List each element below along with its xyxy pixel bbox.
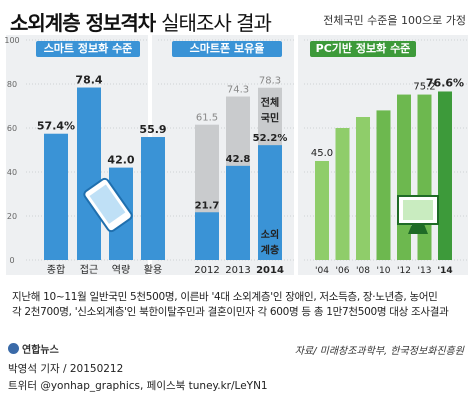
bar-value-label: 75.2 [413, 82, 435, 93]
bar-value-label-disadvantaged: 52.2% [253, 133, 288, 144]
bar-value-label: 76.6% [426, 76, 464, 89]
x-category-label: '12 [397, 266, 411, 276]
x-category-label: '04 [315, 266, 329, 276]
bar-pc-info [376, 110, 391, 261]
assumption-note: 전체국민 수준을 100으로 가정 [323, 14, 466, 27]
x-category-label: '06 [336, 266, 350, 276]
bar-disadvantaged [226, 165, 250, 260]
y-tick-label: 100 [4, 36, 19, 45]
y-tick-label: 0 [9, 256, 14, 265]
footnote-line-2: 각 2천700명, '신소외계층'인 북한이탈주민과 결혼이민자 각 600명 … [12, 306, 449, 318]
x-category-label: 접근 [80, 264, 98, 276]
bar-value-label: 57.4% [37, 120, 75, 133]
bar-pc-info [335, 128, 350, 260]
chart-title: 소외계층 정보격차 실태조사 결과 [10, 7, 272, 36]
x-category-label: '13 [418, 266, 432, 276]
bar-pc-info [315, 161, 329, 260]
title-sub: 실태조사 결과 [161, 11, 272, 35]
bar-pc-info [438, 91, 452, 260]
logo: 연합뉴스 [8, 341, 59, 356]
bar-pc-info [356, 117, 370, 260]
series-label-total: 국민 [261, 111, 279, 124]
x-category-label: 2014 [256, 265, 284, 276]
panel-header-smartphone: 스마트폰 보유율 [172, 41, 282, 57]
bar-value-label-disadvantaged: 42.8 [226, 154, 251, 165]
monitor-icon [397, 195, 439, 234]
bar-smart-info [77, 87, 101, 261]
bar-value-label-total: 78.3 [259, 76, 281, 87]
x-category-label: 활용 [144, 263, 162, 276]
panel-header-smart-info: 스마트 정보화 수준 [36, 41, 140, 57]
smartphone-icon [83, 177, 133, 233]
bar-value-label: 45.0 [311, 148, 333, 159]
x-category-label: 2013 [225, 265, 250, 276]
x-category-label: 2012 [194, 265, 219, 276]
y-tick-label: 60 [7, 124, 17, 133]
bar-value-label-total: 61.5 [196, 113, 218, 124]
bar-value-label: 55.9 [139, 123, 166, 136]
x-category-label: 종합 [47, 264, 65, 276]
footnote-line-1: 지난해 10~11월 일반국민 5천500명, 이른바 '4대 소외계층'인 장… [12, 291, 438, 303]
x-category-label: '10 [377, 266, 391, 276]
y-tick-label: 80 [7, 80, 17, 89]
bar-value-label: 78.4 [75, 74, 102, 87]
series-label-disadvantaged: 계층 [261, 243, 279, 256]
bar-value-label-total: 74.3 [227, 85, 249, 96]
bar-value-label: 42.0 [107, 154, 134, 167]
x-category-label: '08 [356, 266, 370, 276]
reporter: 박영석 기자 / 20150212 [8, 363, 124, 375]
logo-icon [8, 343, 19, 354]
y-tick-label: 20 [7, 212, 17, 221]
series-label-disadvantaged: 소외 [261, 229, 279, 241]
logo-text: 연합뉴스 [22, 345, 59, 356]
x-category-label: '14 [437, 266, 452, 276]
footnote: 지난해 10~11월 일반국민 5천500명, 이른바 '4대 소외계층'인 장… [12, 290, 472, 320]
bar-pc-info [397, 94, 411, 260]
bar-smart-info [44, 133, 68, 260]
source: 자료/ 미래창조과학부, 한국정보화진흥원 [294, 346, 464, 357]
charts-svg: 100 80 60 40 20 0 57.4% 종합 78.4 접근 42.0 역량 55.9 활용 61.… [4, 36, 468, 276]
bar-value-label-disadvantaged: 21.7 [195, 200, 220, 211]
title-main: 소외계층 정보격차 [10, 11, 156, 35]
panel-header-pc: PC기반 정보화 수준 [310, 41, 416, 57]
bar-smart-info [141, 137, 165, 260]
bar-pc-info [417, 94, 432, 260]
social-handles: 트위터 @yonhap_graphics, 페이스북 tuney.kr/LeYN… [8, 380, 268, 392]
y-tick-label: 40 [7, 168, 17, 177]
bar-disadvantaged [258, 145, 282, 260]
bar-disadvantaged [195, 212, 219, 260]
series-label-total: 전체 [261, 96, 279, 109]
x-category-label: 역량 [112, 264, 130, 276]
